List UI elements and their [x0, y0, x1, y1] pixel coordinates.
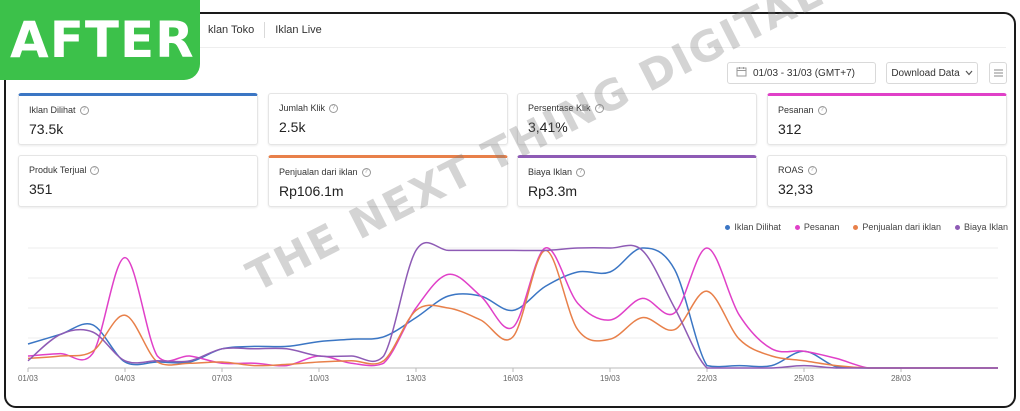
- metric-card-iklan-dilihat[interactable]: Iklan Dilihat? 73.5k: [18, 93, 258, 145]
- legend-dot: [954, 224, 960, 230]
- after-badge: AFTER: [0, 0, 200, 80]
- help-icon[interactable]: ?: [817, 105, 827, 115]
- tabs-divider: [14, 47, 1006, 48]
- chart-legend: Iklan Dilihat Pesanan Penjualan dari ikl…: [725, 222, 1008, 232]
- metric-value: Rp106.1m: [279, 183, 344, 199]
- metric-label: ROAS: [778, 165, 804, 175]
- metric-card-persentase-klik[interactable]: Persentase Klik? 3,41%: [517, 93, 757, 145]
- legend-item-pesanan[interactable]: Pesanan: [794, 222, 840, 232]
- legend-item-biaya-iklan[interactable]: Biaya Iklan: [954, 222, 1008, 232]
- x-tick-label: 28/03: [891, 374, 912, 383]
- metric-value: 32,33: [778, 181, 814, 197]
- x-tick-label: 19/03: [600, 374, 621, 383]
- series-line-iklan-dilihat: [27, 247, 998, 369]
- chevron-down-icon: [965, 68, 973, 79]
- download-data-button[interactable]: Download Data: [886, 62, 978, 84]
- series-line-penjualan-dari-iklan: [27, 249, 998, 369]
- metric-value: 312: [778, 121, 802, 137]
- series-line-biaya-iklan: [27, 241, 998, 369]
- legend-dot: [794, 224, 800, 230]
- metric-card-jumlah-klik[interactable]: Jumlah Klik? 2.5k: [268, 93, 508, 145]
- metric-label: Pesanan: [778, 105, 814, 115]
- x-tick-label: 25/03: [794, 374, 815, 383]
- legend-dot: [725, 224, 731, 230]
- metric-card-biaya-iklan[interactable]: Biaya Iklan? Rp3.3m: [517, 155, 757, 207]
- x-tick-label: 22/03: [697, 374, 718, 383]
- legend-item-iklan-dilihat[interactable]: Iklan Dilihat: [725, 222, 781, 232]
- metric-value: 73.5k: [29, 121, 64, 137]
- metric-label: Persentase Klik: [528, 103, 591, 113]
- tab-bar: klan Toko Iklan Live: [198, 22, 332, 38]
- metric-card-penjualan-dari-iklan[interactable]: Penjualan dari iklan? Rp106.1m: [268, 155, 508, 207]
- help-icon[interactable]: ?: [594, 103, 604, 113]
- date-range-value: 01/03 - 31/03 (GMT+7): [753, 67, 855, 79]
- line-chart: 01/03 04/03 07/03 10/03 13/03 16/03 19/03 22/03…: [18, 241, 998, 383]
- legend-label: Iklan Dilihat: [734, 222, 781, 232]
- x-tick-label: 07/03: [212, 374, 233, 383]
- legend-label: Biaya Iklan: [963, 222, 1008, 232]
- metric-value: 2.5k: [279, 119, 306, 135]
- metric-card-pesanan[interactable]: Pesanan? 312: [767, 93, 1007, 145]
- metric-value: 351: [29, 181, 53, 197]
- x-tick-label: 13/03: [406, 374, 427, 383]
- legend-item-penjualan-dari-iklan[interactable]: Penjualan dari iklan: [853, 222, 941, 232]
- help-icon[interactable]: ?: [329, 103, 339, 113]
- metric-label: Jumlah Klik: [279, 103, 326, 113]
- metric-label: Penjualan dari iklan: [279, 167, 358, 177]
- x-tick-label: 16/03: [503, 374, 524, 383]
- date-range-picker[interactable]: 01/03 - 31/03 (GMT+7): [727, 62, 876, 84]
- tab-iklan-live[interactable]: Iklan Live: [275, 24, 322, 36]
- x-tick-label: 10/03: [309, 374, 330, 383]
- metric-label: Biaya Iklan: [528, 167, 573, 177]
- help-icon[interactable]: ?: [90, 165, 100, 175]
- tab-divider: [264, 22, 266, 38]
- legend-dot: [853, 224, 859, 230]
- menu-button[interactable]: [989, 62, 1007, 84]
- calendar-icon: [736, 66, 747, 80]
- metric-card-roas[interactable]: ROAS? 32,33: [767, 155, 1007, 207]
- metric-value: Rp3.3m: [528, 183, 578, 199]
- help-icon[interactable]: ?: [807, 165, 817, 175]
- download-label: Download Data: [891, 67, 960, 79]
- x-tick-label: 04/03: [115, 374, 136, 383]
- tab-iklan-toko[interactable]: klan Toko: [208, 24, 255, 36]
- legend-label: Pesanan: [803, 222, 840, 232]
- series-line-pesanan: [27, 247, 998, 369]
- help-icon[interactable]: ?: [576, 167, 586, 177]
- metric-label: Iklan Dilihat: [29, 105, 76, 115]
- metric-card-produk-terjual[interactable]: Produk Terjual? 351: [18, 155, 258, 207]
- hamburger-icon: [993, 64, 1003, 82]
- metric-label: Produk Terjual: [29, 165, 87, 175]
- metric-value: 3,41%: [528, 119, 568, 135]
- help-icon[interactable]: ?: [79, 105, 89, 115]
- help-icon[interactable]: ?: [361, 167, 371, 177]
- x-tick-label: 01/03: [18, 374, 39, 383]
- legend-label: Penjualan dari iklan: [862, 222, 941, 232]
